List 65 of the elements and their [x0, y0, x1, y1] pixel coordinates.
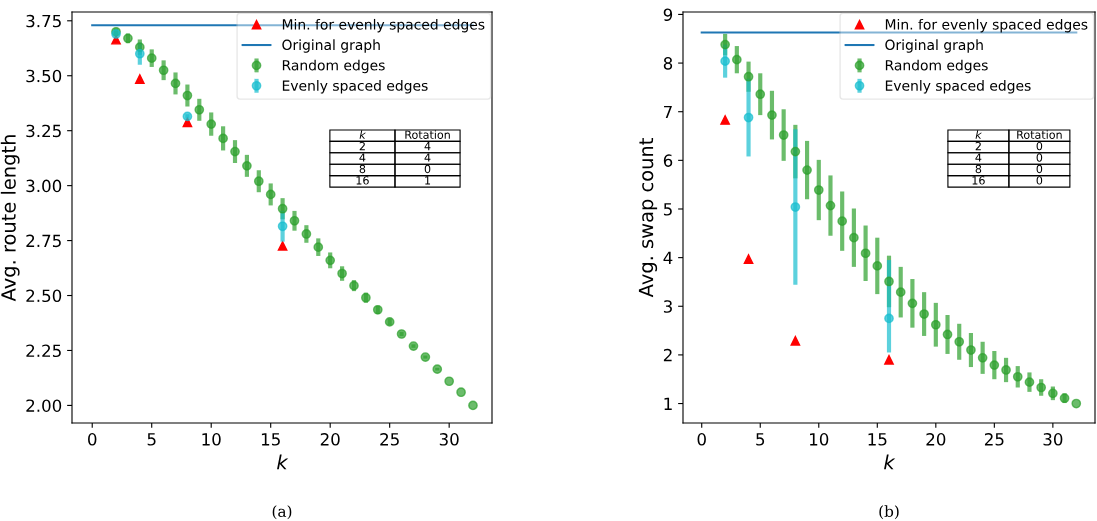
y-tick-label: 3.50 — [26, 69, 62, 83]
y-tick-label: 4 — [663, 251, 673, 264]
y-tick-label: 3 — [663, 300, 672, 313]
legend-label: Original graph — [282, 39, 380, 53]
y-tick-label: 1 — [664, 397, 672, 410]
annotation: 0 — [1036, 141, 1043, 151]
annotation: 4 — [975, 153, 982, 162]
y-tick-label: 2.00 — [26, 399, 62, 412]
x-tick-label: 5 — [147, 433, 156, 446]
y-axis-title: Avg. swap count — [638, 138, 658, 298]
text: (b) — [879, 505, 899, 520]
x-tick-label: 10 — [810, 433, 829, 446]
legend-label: Random edges — [885, 59, 988, 74]
x-tick-label: 25 — [380, 433, 399, 446]
legend-label: Min. for evenly spaced edges — [282, 18, 485, 33]
legend-label: Min. for evenly spaced edges — [885, 18, 1088, 33]
y-tick-label: 2 — [663, 348, 672, 362]
x-tick-label: 15 — [868, 433, 887, 446]
x-tick-label: 20 — [320, 433, 340, 446]
annotation: 2 — [359, 141, 365, 151]
legend-label: Evenly spaced edges — [885, 80, 1031, 94]
y-tick-label: 8 — [663, 57, 673, 70]
annotation: Rotation — [405, 130, 450, 139]
annotation: 4 — [424, 153, 431, 162]
y-tick-label: 9 — [663, 8, 673, 21]
x-tick-label: 10 — [202, 433, 221, 446]
annotation: 4 — [359, 153, 366, 162]
x-axis-title: k — [277, 454, 289, 470]
annotation: 4 — [424, 142, 431, 151]
annotation: 16 — [972, 176, 985, 185]
annotation: 8 — [359, 164, 366, 174]
annotation: k — [359, 130, 367, 139]
legend-label: Evenly spaced edges — [282, 80, 428, 94]
x-tick-label: 25 — [984, 433, 1004, 446]
y-tick-label: 3.25 — [26, 124, 61, 138]
annotation: 0 — [1036, 153, 1043, 162]
x-tick-label: 15 — [261, 433, 280, 446]
annotation: 1 — [425, 176, 431, 185]
annotation: 2 — [975, 141, 981, 151]
y-tick-label: 5 — [663, 203, 672, 216]
x-tick-label: 0 — [88, 433, 97, 446]
annotation: Rotation — [1017, 130, 1062, 139]
y-tick-label: 2.25 — [26, 344, 61, 358]
x-tick-label: 30 — [439, 433, 459, 446]
y-tick-label: 3.00 — [26, 179, 62, 193]
text: (a) — [272, 505, 292, 520]
annotation: k — [975, 130, 982, 139]
x-tick-label: 30 — [1043, 433, 1063, 446]
annotation: 0 — [1036, 176, 1043, 185]
x-tick-label: 20 — [926, 433, 946, 446]
legend-label: Random edges — [282, 59, 385, 74]
annotation: 16 — [356, 176, 369, 185]
annotation: 8 — [975, 164, 982, 174]
y-tick-label: 7 — [664, 105, 672, 119]
x-axis-title: k — [884, 454, 896, 470]
legend-label: Original graph — [885, 39, 983, 53]
y-tick-label: 3.75 — [26, 14, 61, 28]
x-tick-label: 5 — [756, 433, 765, 446]
annotation: 0 — [1036, 164, 1043, 174]
annotation: 0 — [424, 164, 431, 174]
x-tick-label: 0 — [697, 433, 706, 446]
y-tick-label: 6 — [663, 154, 673, 167]
y-tick-label: 2.50 — [26, 289, 62, 303]
y-tick-label: 2.75 — [26, 234, 61, 248]
y-axis-title: Avg. route length — [0, 135, 20, 302]
